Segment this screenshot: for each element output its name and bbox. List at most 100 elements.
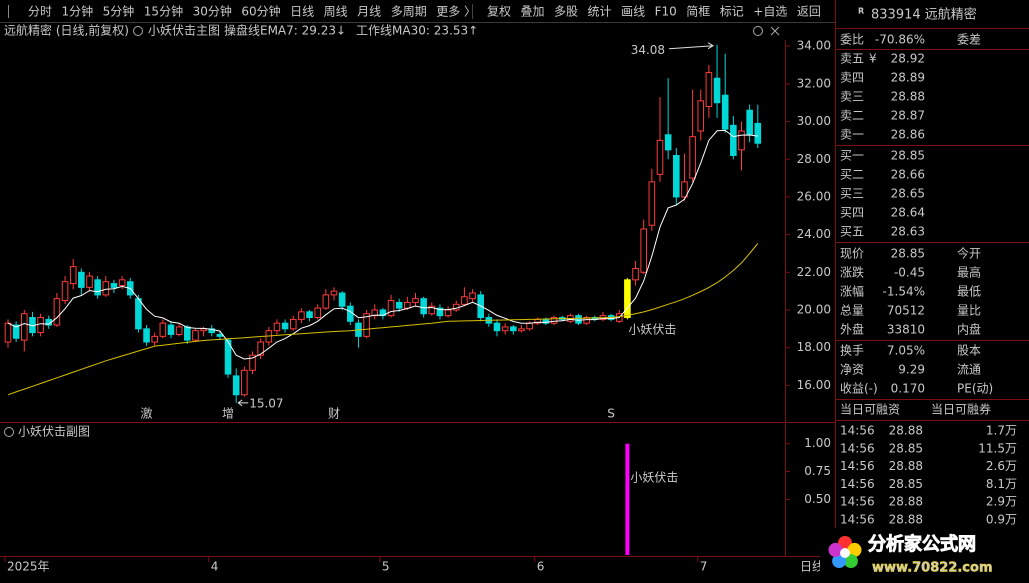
margin-label: 当日可融券 xyxy=(931,402,991,417)
stat-label: 最高 xyxy=(957,265,981,280)
candle-body xyxy=(61,281,69,302)
ratio-label: 委差 xyxy=(957,33,981,47)
candle-body xyxy=(640,228,648,273)
candle-body xyxy=(387,300,395,317)
candle-body xyxy=(656,139,664,175)
trade-price: 28.88 xyxy=(889,424,923,438)
settings-icon[interactable] xyxy=(753,26,763,36)
toolbar-item[interactable]: 周线 xyxy=(324,5,348,19)
watermark-url: www.70822.com xyxy=(872,561,993,576)
close-icon[interactable] xyxy=(770,26,780,36)
candle-body xyxy=(501,326,509,332)
candle-body xyxy=(371,309,379,317)
candle-body xyxy=(713,77,721,104)
trade-time: 14:56 xyxy=(840,441,875,455)
toolbar-item[interactable]: 统计 xyxy=(588,5,612,19)
y-tick-label: 26.00 xyxy=(797,189,831,203)
stat-label: 今开 xyxy=(957,246,981,261)
bid-price: 28.85 xyxy=(891,149,925,163)
candle-body xyxy=(493,322,501,332)
toolbar-item[interactable]: 60分钟 xyxy=(241,4,280,19)
min-label: 15.07 xyxy=(249,396,283,410)
candle-body xyxy=(404,301,411,309)
ask-price: 28.87 xyxy=(891,109,925,123)
candle-body xyxy=(338,292,346,307)
candle-body xyxy=(12,324,20,339)
indicator-line xyxy=(7,129,758,360)
toolbar-item[interactable]: 1分钟 xyxy=(62,4,94,19)
toolbar-item[interactable]: +自选 xyxy=(753,5,787,19)
candle-body xyxy=(428,305,436,315)
toolbar-item[interactable]: 5分钟 xyxy=(103,4,135,19)
indicator-name[interactable]: 小妖伏击主图 xyxy=(148,24,220,38)
toolbar-item[interactable]: 更多 〉 xyxy=(436,5,476,19)
trade-volume: 2.6万 xyxy=(986,459,1017,473)
candle-body xyxy=(330,290,338,296)
toolbar-item[interactable]: 简框 xyxy=(686,5,710,19)
candle-body xyxy=(550,317,558,324)
ask-label: 卖三 xyxy=(840,90,864,104)
y-tick-label: 22.00 xyxy=(797,265,831,279)
period-label: 日线 xyxy=(800,560,824,574)
stat-value: 9.29 xyxy=(898,363,925,377)
y-tick-label: 0.50 xyxy=(804,492,831,506)
toolbar-item[interactable]: 多股 xyxy=(554,5,578,19)
candle-body xyxy=(78,271,85,288)
watermark-center xyxy=(840,548,850,558)
menu-icon[interactable] xyxy=(4,427,14,437)
watermark-petal xyxy=(828,542,843,557)
candle-body xyxy=(175,326,183,335)
candle-body xyxy=(648,181,656,226)
candle-body xyxy=(395,301,403,309)
event-marker: 激 xyxy=(141,407,153,421)
ask-label: 卖二 xyxy=(840,109,864,123)
y-tick-label: 34.00 xyxy=(797,39,831,53)
candle-body xyxy=(249,354,256,371)
watermark-petal xyxy=(843,554,858,569)
y-tick-label: 16.00 xyxy=(797,378,831,392)
stat-label: 换手 xyxy=(840,344,864,358)
toolbar-item[interactable]: 返回 xyxy=(797,5,821,19)
toolbar-item[interactable]: 15分钟 xyxy=(144,4,183,19)
toolbar-item[interactable]: 日线 xyxy=(290,5,314,19)
candle-body xyxy=(167,324,175,335)
candle-body xyxy=(224,339,232,375)
y-tick-label: 18.00 xyxy=(797,340,831,354)
candle-body xyxy=(526,322,533,330)
toolbar-item[interactable]: 标记 xyxy=(720,5,744,19)
trade-volume: 11.5万 xyxy=(978,441,1017,455)
candle-body xyxy=(632,268,639,281)
trade-volume: 8.1万 xyxy=(986,477,1017,491)
toolbar-item[interactable]: 复权 xyxy=(487,5,511,19)
candle-body xyxy=(746,109,753,136)
toolbar-item[interactable]: 分时 xyxy=(28,5,52,19)
toolbar-item[interactable]: F10 xyxy=(655,5,677,19)
candle-body xyxy=(69,266,77,285)
ask-icon: ¥ xyxy=(869,52,877,66)
toolbar-item[interactable]: 30分钟 xyxy=(193,4,232,19)
stat-value: 70512 xyxy=(887,304,925,318)
toolbar-item[interactable]: 多周期 xyxy=(391,5,427,19)
trade-price: 28.88 xyxy=(889,513,923,527)
candle-body xyxy=(705,72,713,108)
candle-body xyxy=(754,122,762,144)
stat-label: 现价 xyxy=(840,247,864,261)
stat-label: 涨幅 xyxy=(840,284,864,299)
stat-label: 流通 xyxy=(957,363,981,377)
stat-label: 涨跌 xyxy=(840,265,864,280)
y-tick-label: 30.00 xyxy=(797,114,831,128)
candle-body xyxy=(37,317,44,334)
toolbar-item[interactable]: 月线 xyxy=(357,5,381,19)
bid-price: 28.66 xyxy=(891,168,925,182)
menu-icon[interactable] xyxy=(133,26,143,36)
max-arrow xyxy=(669,42,715,50)
stat-label: 收益(-) xyxy=(840,382,878,396)
bid-label: 买二 xyxy=(840,168,864,182)
toolbar-item[interactable]: 画线 xyxy=(621,5,645,19)
candle-body xyxy=(192,330,199,341)
candle-body xyxy=(21,313,28,341)
event-marker: S xyxy=(607,407,615,421)
y-tick-label: 20.00 xyxy=(797,302,831,316)
toolbar-item[interactable]: 叠加 xyxy=(521,5,545,19)
